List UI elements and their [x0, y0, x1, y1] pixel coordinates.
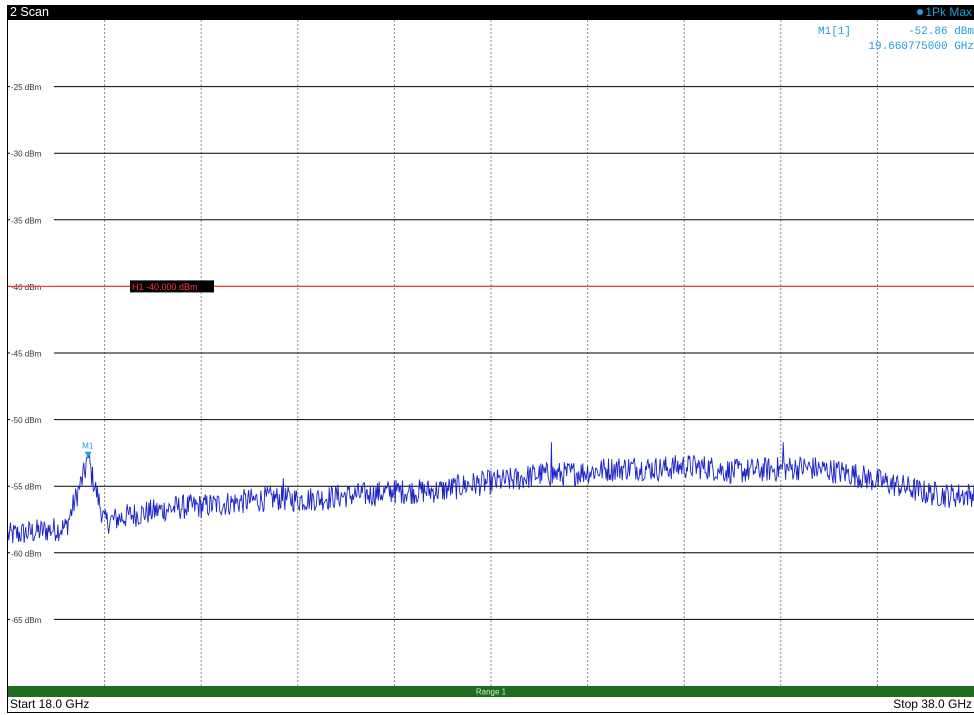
detector-label: 1Pk Max [917, 5, 972, 20]
stop-frequency: Stop 38.0 GHz [893, 697, 972, 711]
tick-label-background [10, 481, 54, 492]
window-header: 2 Scan 1Pk Max [8, 5, 974, 20]
marker-readout-name: M1[1] [818, 26, 851, 38]
y-tick-label: -40 dBm [11, 283, 42, 292]
y-tick-label: -60 dBm [11, 549, 42, 558]
y-tick-label: -30 dBm [11, 150, 42, 159]
tick-label-background [10, 348, 54, 358]
tick-label-background [10, 614, 54, 625]
tick-label-background [10, 81, 54, 92]
tick-label-background [10, 547, 54, 558]
frame-left [7, 5, 8, 712]
tick-label-background [10, 414, 54, 425]
y-tick-label: -65 dBm [11, 616, 42, 625]
range-bar [8, 686, 974, 697]
frame-bottom [7, 712, 974, 713]
frequency-footer: Start 18.0 GHz Stop 38.0 GHz [8, 697, 974, 712]
marker-readout-level: -52.86 dBm [908, 26, 974, 38]
trace-indicator-icon [917, 9, 924, 15]
marker-m1-triangle [84, 451, 92, 458]
y-tick-label: -50 dBm [11, 416, 42, 425]
marker-m1-label: M1 [82, 442, 94, 451]
tick-label-background [10, 148, 54, 159]
marker-readout-frequency: 19.660775000 GHz [868, 41, 974, 53]
window-title: 2 Scan [10, 5, 49, 19]
y-tick-label: -35 dBm [11, 216, 42, 225]
range-bar-label: Range 1 [476, 688, 507, 697]
y-tick-label: -45 dBm [11, 350, 42, 359]
y-tick-label: -55 dBm [11, 483, 42, 492]
detector-text: 1Pk Max [925, 5, 972, 19]
y-tick-label: -25 dBm [11, 83, 42, 92]
tick-label-background [10, 214, 54, 225]
trace-1 [7, 442, 974, 544]
display-line-label: H1 -40.000 dBm [132, 282, 198, 292]
display-line-label-background [130, 280, 214, 293]
start-frequency: Start 18.0 GHz [10, 697, 90, 711]
